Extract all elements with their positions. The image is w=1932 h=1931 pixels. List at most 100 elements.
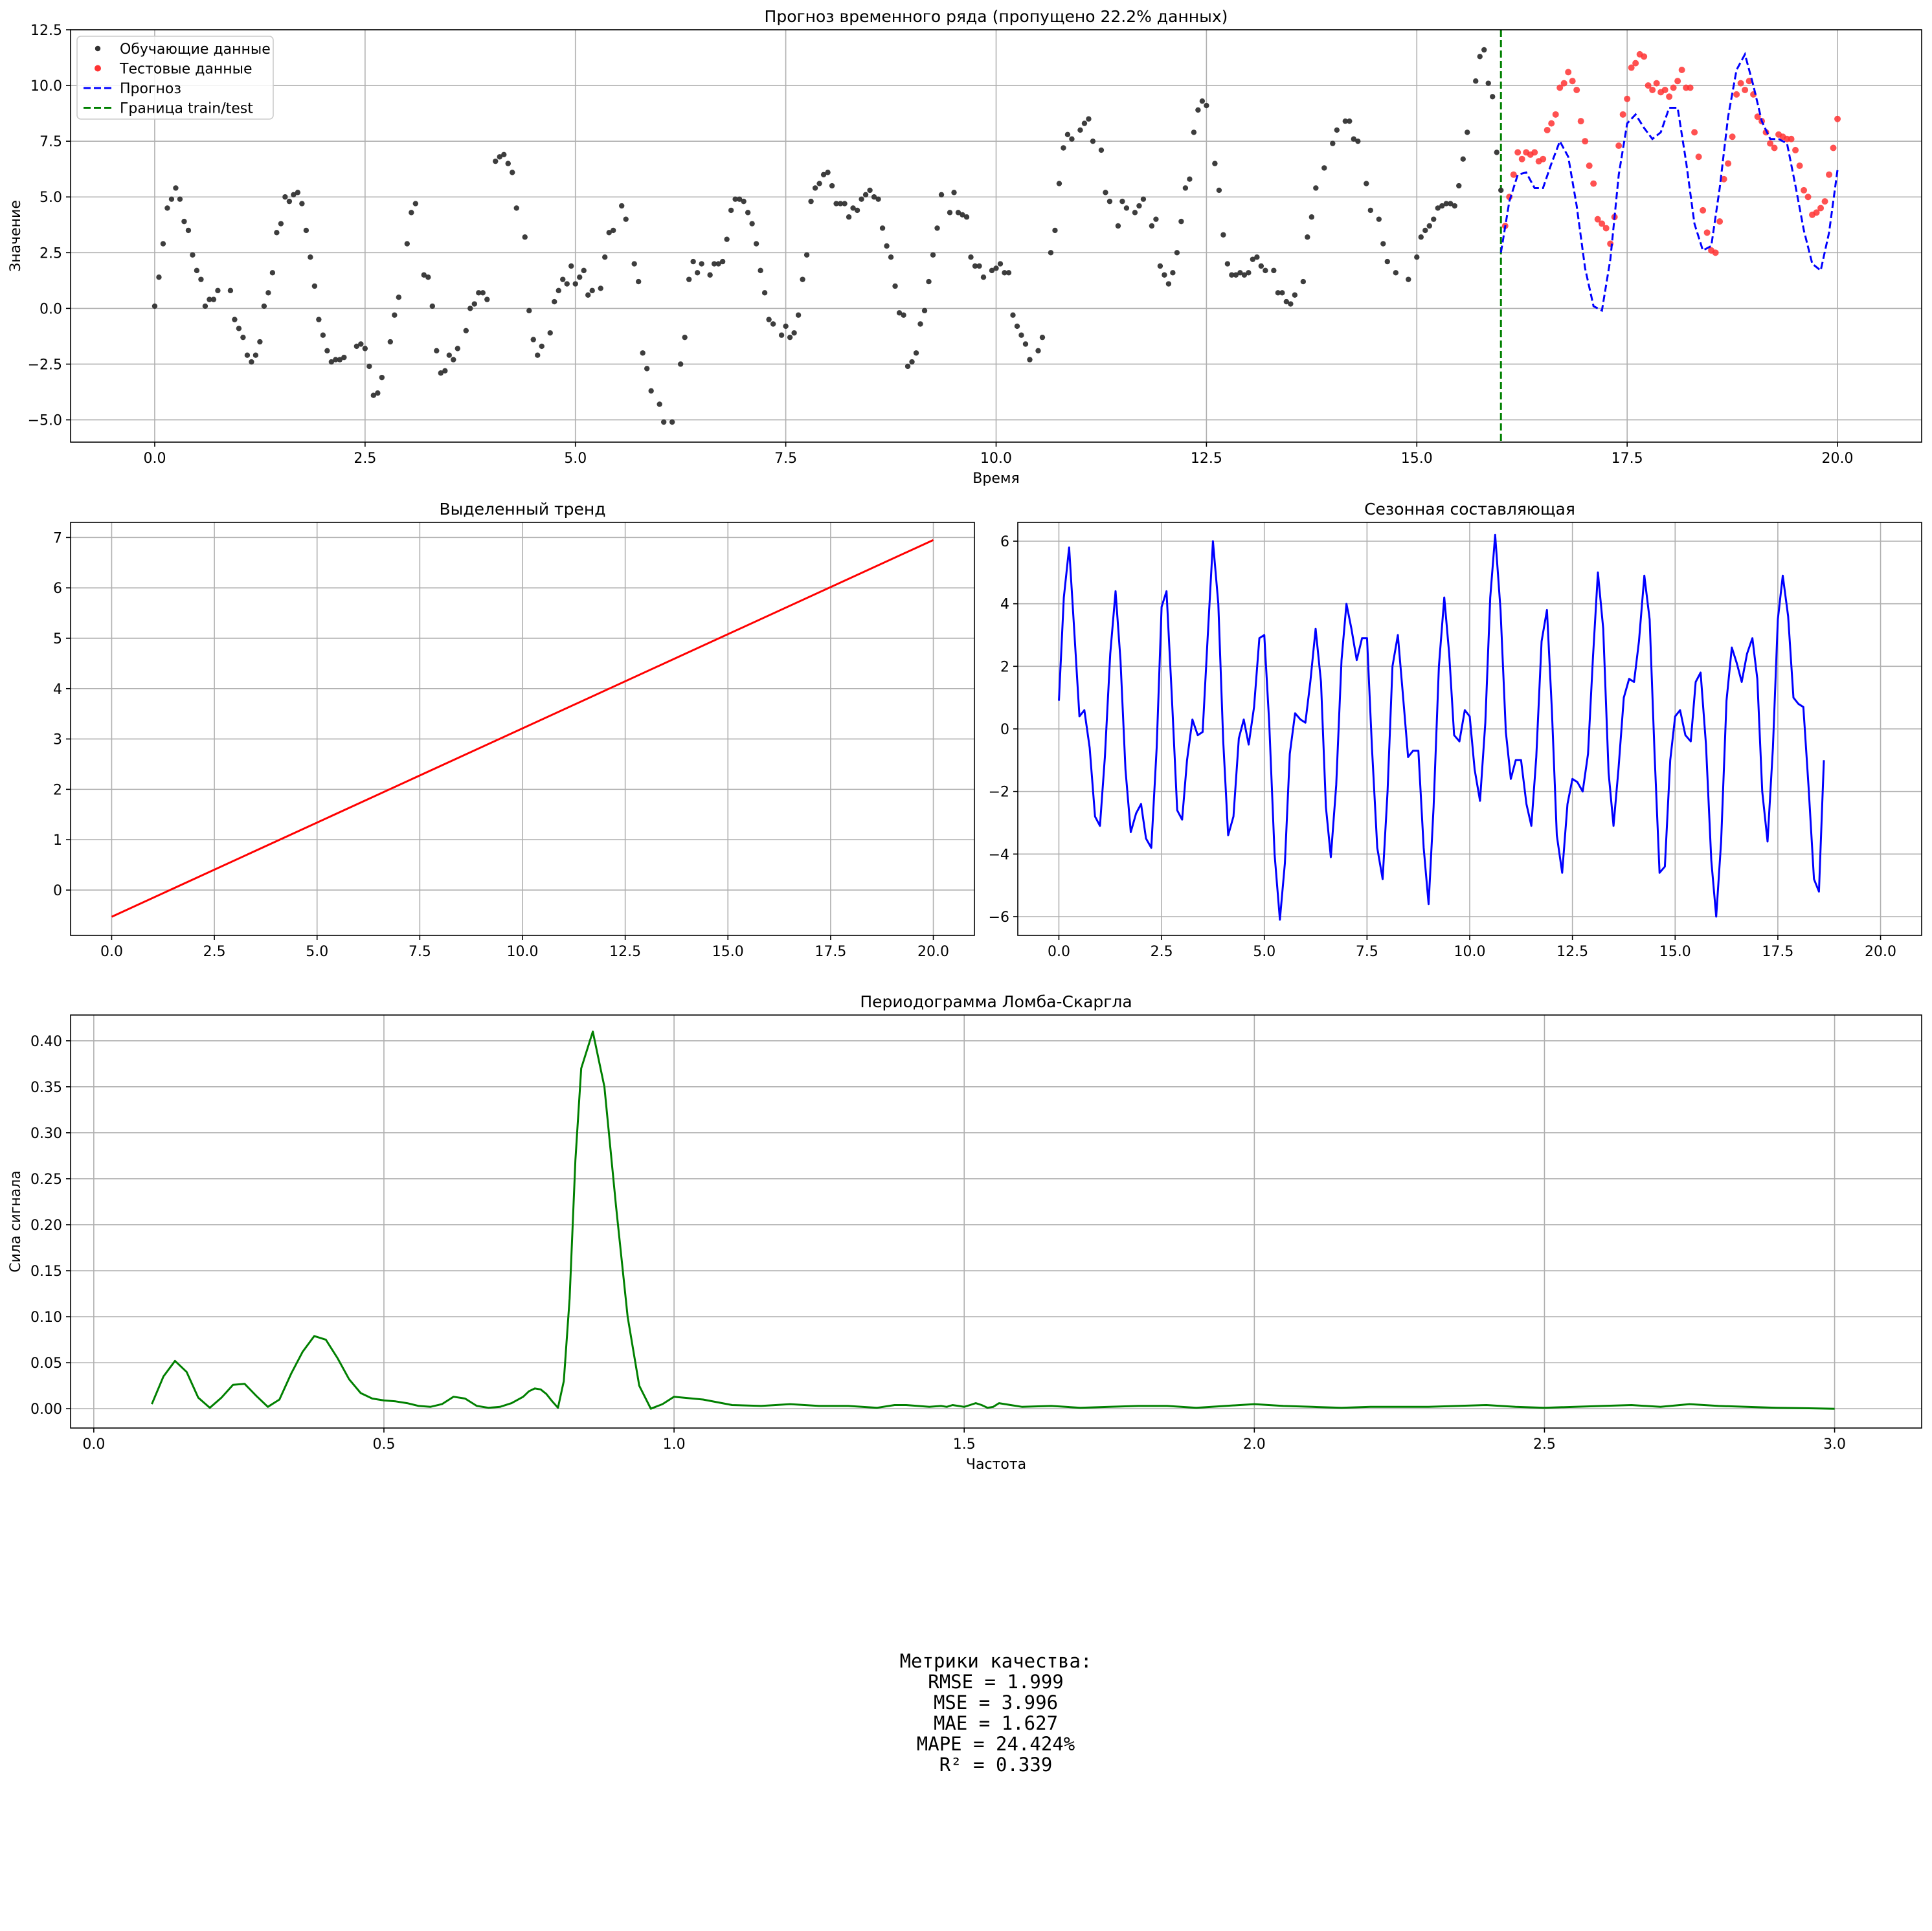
train-point <box>207 296 212 302</box>
train-point <box>1039 334 1046 340</box>
train-point <box>1431 216 1437 222</box>
train-point <box>1254 254 1260 260</box>
train-point <box>1022 341 1029 347</box>
x-tick-label: 7.5 <box>1356 944 1378 960</box>
x-tick-label: 17.5 <box>1762 944 1793 960</box>
test-point <box>1586 162 1593 170</box>
train-point <box>913 350 919 356</box>
train-point <box>1271 267 1277 274</box>
test-point <box>1796 162 1803 170</box>
x-tick-label: 7.5 <box>774 451 797 467</box>
train-point <box>635 278 642 285</box>
x-tick-label: 3.0 <box>1823 1436 1846 1453</box>
train-point <box>972 263 978 269</box>
train-point <box>311 283 318 289</box>
y-tick-label: 0.00 <box>30 1401 62 1418</box>
train-point <box>1367 207 1373 214</box>
train-point <box>719 258 726 265</box>
train-point <box>598 285 603 291</box>
train-point <box>686 276 692 282</box>
train-point <box>909 359 915 365</box>
test-point <box>1590 180 1597 187</box>
train-point <box>917 321 923 327</box>
x-tick-label: 2.5 <box>354 451 376 467</box>
train-point <box>778 332 785 338</box>
y-tick-label: 2 <box>53 782 62 798</box>
train-point <box>1048 250 1054 256</box>
test-point <box>1666 93 1673 100</box>
train-point <box>644 366 650 372</box>
train-point <box>862 192 869 197</box>
train-point <box>669 419 675 425</box>
train-point <box>227 287 234 294</box>
train-point <box>808 198 814 205</box>
test-point <box>1615 142 1623 150</box>
train-point <box>825 170 831 175</box>
train-point <box>337 357 343 363</box>
train-point <box>1342 118 1349 124</box>
train-point <box>295 190 301 195</box>
y-tick-label: 12.5 <box>30 23 62 39</box>
train-point <box>1140 196 1147 202</box>
train-point <box>480 290 486 296</box>
train-point <box>732 196 738 202</box>
seasonal-plot-layer <box>1058 533 1825 921</box>
y-tick-label: 6 <box>1000 534 1009 550</box>
x-tick-label: 0.0 <box>82 1436 105 1453</box>
train-point <box>341 354 347 361</box>
train-point <box>375 390 381 396</box>
y-tick-label: 7 <box>53 530 62 546</box>
test-point <box>1582 138 1589 145</box>
train-point <box>316 317 322 322</box>
metric-mae: MAE = 1.627 <box>934 1712 1058 1734</box>
x-tick-label: 17.5 <box>814 944 846 960</box>
train-point <box>181 218 187 225</box>
test-point <box>1716 218 1724 225</box>
train-point <box>854 207 860 214</box>
y-tick-label: −4 <box>989 847 1009 863</box>
train-point <box>370 392 377 398</box>
y-tick-label: 7.5 <box>39 134 62 150</box>
test-point <box>1703 229 1711 236</box>
test-point <box>1674 78 1681 85</box>
train-point <box>711 261 717 267</box>
x-tick-label: 5.0 <box>1253 944 1275 960</box>
train-point <box>409 210 414 216</box>
test-point <box>1510 171 1517 178</box>
train-point <box>896 310 903 316</box>
train-point <box>202 303 208 309</box>
train-point <box>434 348 440 354</box>
train-point <box>324 348 330 354</box>
train-point <box>467 306 473 311</box>
train-point <box>568 263 574 269</box>
train-point <box>501 151 507 158</box>
test-point <box>1560 80 1567 87</box>
train-point <box>833 201 839 206</box>
train-point <box>1187 176 1193 182</box>
train-point <box>1364 181 1369 186</box>
test-point <box>1641 53 1648 60</box>
legend-label: Граница train/test <box>120 101 253 117</box>
train-point <box>749 221 755 227</box>
train-point <box>1216 187 1222 194</box>
train-point <box>463 328 469 334</box>
train-point <box>362 346 368 352</box>
legend: Обучающие данные Тестовые данные Прогноз Гр… <box>76 36 274 120</box>
x-tick-label: 0.0 <box>100 944 123 960</box>
train-point <box>741 198 747 205</box>
x-tick-label: 10.0 <box>507 944 539 960</box>
train-point <box>800 276 805 282</box>
train-point <box>1182 185 1189 191</box>
train-point <box>963 214 970 220</box>
train-point <box>299 201 305 206</box>
train-point <box>926 278 932 285</box>
train-point <box>198 276 204 282</box>
train-point <box>951 190 957 195</box>
x-tick-label: 0.0 <box>143 451 166 467</box>
train-point <box>904 363 911 370</box>
test-point <box>1712 249 1719 256</box>
train-point <box>446 352 452 358</box>
test-point <box>1624 95 1631 102</box>
train-point <box>602 254 608 260</box>
train-point <box>1005 270 1012 276</box>
